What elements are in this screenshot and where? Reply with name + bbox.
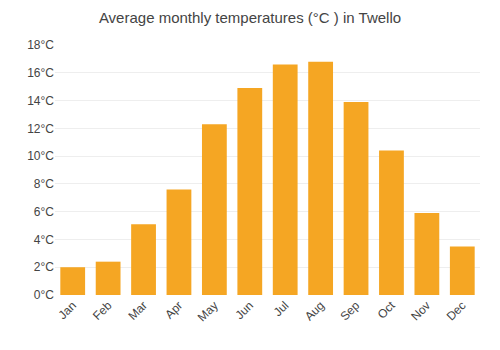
svg-text:Average monthly temperatures (: Average monthly temperatures (°C ) in Tw…: [99, 9, 401, 26]
svg-text:Feb: Feb: [90, 298, 115, 323]
svg-text:Jun: Jun: [233, 298, 257, 322]
svg-text:12°C: 12°C: [27, 122, 54, 136]
svg-text:10°C: 10°C: [27, 149, 54, 163]
svg-text:Jan: Jan: [55, 298, 79, 322]
svg-text:May: May: [195, 298, 221, 324]
svg-text:Apr: Apr: [162, 298, 185, 321]
svg-text:0°C: 0°C: [34, 288, 54, 302]
svg-text:Sep: Sep: [337, 298, 362, 323]
svg-text:14°C: 14°C: [27, 94, 54, 108]
svg-text:Aug: Aug: [302, 298, 327, 323]
svg-text:8°C: 8°C: [34, 177, 54, 191]
svg-text:16°C: 16°C: [27, 66, 54, 80]
svg-text:Nov: Nov: [408, 298, 433, 323]
svg-text:4°C: 4°C: [34, 233, 54, 247]
svg-text:2°C: 2°C: [34, 260, 54, 274]
svg-text:Mar: Mar: [125, 298, 150, 323]
svg-text:18°C: 18°C: [27, 38, 54, 52]
svg-text:Jul: Jul: [271, 298, 292, 319]
svg-text:Dec: Dec: [444, 298, 469, 323]
svg-text:6°C: 6°C: [34, 205, 54, 219]
svg-text:Oct: Oct: [375, 298, 399, 322]
